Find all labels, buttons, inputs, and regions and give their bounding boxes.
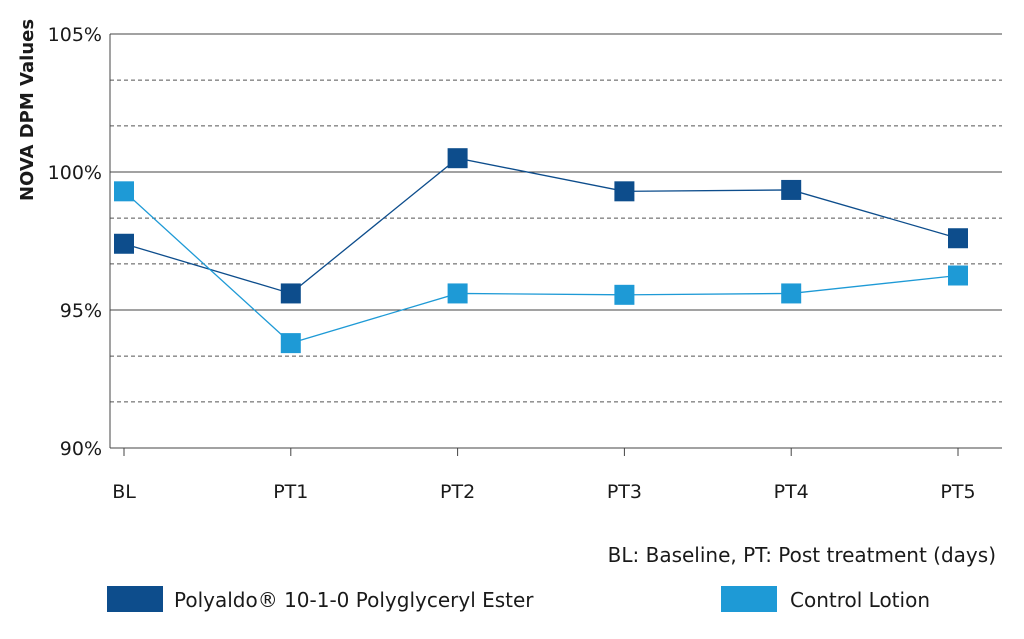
data-point-marker	[447, 148, 468, 169]
legend-label: Polyaldo® 10-1-0 Polyglyceryl Ester	[174, 588, 534, 612]
legend-item: Control Lotion	[721, 586, 930, 612]
data-point-marker	[280, 283, 301, 304]
y-tick-label: 90%	[60, 438, 102, 460]
x-tick-label: BL	[112, 481, 136, 503]
data-point-marker	[614, 181, 635, 202]
series-1	[114, 148, 968, 304]
data-point-marker	[948, 228, 968, 249]
series-line	[123, 157, 959, 295]
legend: Polyaldo® 10-1-0 Polyglyceryl Ester Contr…	[107, 586, 930, 612]
axes	[109, 34, 1002, 456]
x-tick-label: PT4	[774, 481, 809, 503]
legend-item: Polyaldo® 10-1-0 Polyglyceryl Ester	[107, 586, 534, 612]
y-tick-label: 105%	[48, 24, 102, 46]
legend-swatch	[721, 586, 777, 612]
data-point-marker	[781, 283, 802, 304]
gridlines	[110, 33, 1002, 403]
data-point-marker	[114, 233, 134, 254]
x-tick-label: PT2	[440, 481, 475, 503]
series	[114, 148, 968, 354]
data-point-marker	[114, 181, 134, 202]
series-2	[114, 181, 968, 354]
data-point-marker	[948, 265, 968, 286]
data-point-marker	[781, 179, 802, 200]
y-tick-label: 95%	[60, 300, 102, 322]
x-tick-label: PT5	[940, 481, 975, 503]
x-tick-label: PT1	[273, 481, 308, 503]
data-point-marker	[614, 284, 635, 305]
legend-label: Control Lotion	[790, 588, 930, 612]
y-tick-labels: 90% 95% 100% 105%	[48, 24, 102, 460]
y-axis-title: NOVA DPM Values	[17, 19, 38, 201]
legend-swatch	[107, 586, 163, 612]
x-tick-labels: BL PT1 PT2 PT3 PT4 PT5	[112, 481, 975, 503]
y-tick-label: 100%	[48, 162, 102, 184]
x-axis-note: BL: Baseline, PT: Post treatment (days)	[608, 543, 996, 567]
data-point-marker	[447, 283, 468, 304]
data-point-marker	[280, 333, 301, 354]
series-line	[123, 190, 959, 344]
x-tick-label: PT3	[607, 481, 642, 503]
